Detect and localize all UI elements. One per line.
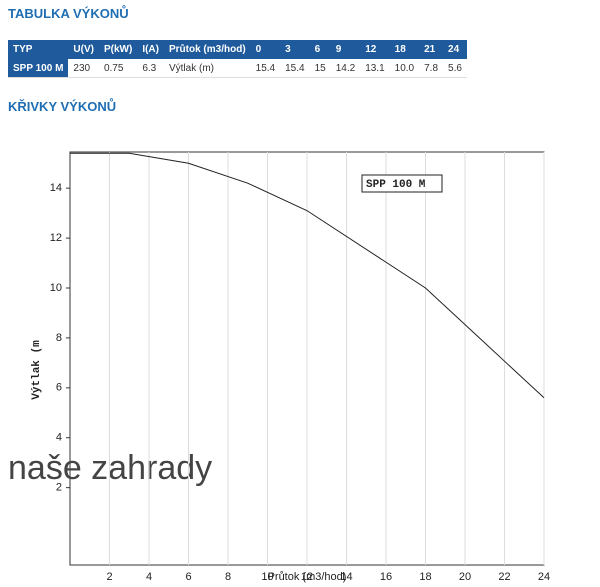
x-tick-label: 24 [538, 571, 550, 583]
y-tick-label: 2 [56, 482, 62, 494]
x-tick-label: 2 [106, 571, 112, 583]
header-cell: U(V) [68, 40, 99, 59]
table-cell: 0.75 [98, 59, 138, 78]
table-cell: 15.4 [250, 59, 281, 78]
table-cell: 5.6 [443, 59, 467, 78]
table-cell: 230 [68, 59, 99, 78]
table-row: SPP 100 M 230 0.75 6.3 Výtlak (m) 15.4 15.4 15 1… [8, 59, 467, 78]
header-cell: 9 [330, 40, 361, 59]
header-cell: 0 [250, 40, 281, 59]
table-cell: Výtlak (m) [163, 59, 251, 78]
legend-label: SPP 100 M [366, 179, 426, 191]
y-axis-label: Výtlak (m [31, 340, 43, 400]
y-tick-label: 4 [56, 432, 62, 444]
table-cell: 10.0 [389, 59, 420, 78]
section-title: TABULKA VÝKONŮ [8, 6, 129, 21]
header-cell: P(kW) [98, 40, 138, 59]
watermark: naše zahrady [8, 449, 212, 487]
y-tick-label: 12 [50, 232, 62, 244]
x-tick-label: 4 [146, 571, 152, 583]
series-line [70, 152, 545, 399]
header-cell: 24 [443, 40, 467, 59]
x-axis-label: Průtok (m3/hod) [268, 571, 347, 583]
x-tick-label: 6 [185, 571, 191, 583]
table-cell: SPP 100 M [8, 59, 69, 78]
y-tick-label: 10 [50, 282, 62, 294]
header-cell: 21 [419, 40, 444, 59]
x-tick-label: 20 [459, 571, 471, 583]
x-tick-label: 8 [225, 571, 231, 583]
table-cell: 14.2 [330, 59, 361, 78]
table-header: TYP U(V) P(kW) I(A) Průtok (m3/hod) 0 3 6 9 12 18 2… [8, 40, 467, 59]
performance-table: TYP U(V) P(kW) I(A) Průtok (m3/hod) 0 3 6 9 12 18 2… [8, 40, 467, 78]
y-tick-label: 14 [50, 182, 62, 194]
table-cell: 15.4 [280, 59, 310, 78]
section-title: KŘIVKY VÝKONŮ [8, 99, 117, 114]
x-tick-label: 14 [340, 571, 352, 583]
y-tick-label: 8 [56, 332, 62, 344]
x-tick-label: 18 [419, 571, 431, 583]
header-cell: I(A) [137, 40, 164, 59]
x-tick-label: 16 [380, 571, 392, 583]
x-tick-label: 22 [498, 571, 510, 583]
header-cell: TYP [8, 40, 69, 59]
chart: Průtok (m3/hod) Výtlak (m naše zahrady 2… [8, 151, 550, 583]
x-tick-label: 12 [301, 571, 313, 583]
table-cell: 15 [309, 59, 331, 78]
table-cell: 7.8 [419, 59, 444, 78]
x-tick-label: 10 [261, 571, 273, 583]
table-cell: 13.1 [360, 59, 390, 78]
header-cell: 12 [360, 40, 390, 59]
table-cell: 6.3 [137, 59, 164, 78]
legend-box [361, 174, 443, 193]
header-cell: 6 [309, 40, 331, 59]
y-tick-label: 6 [56, 382, 62, 394]
header-cell: Průtok (m3/hod) [163, 40, 251, 59]
header-cell: 18 [389, 40, 420, 59]
header-cell: 3 [280, 40, 310, 59]
